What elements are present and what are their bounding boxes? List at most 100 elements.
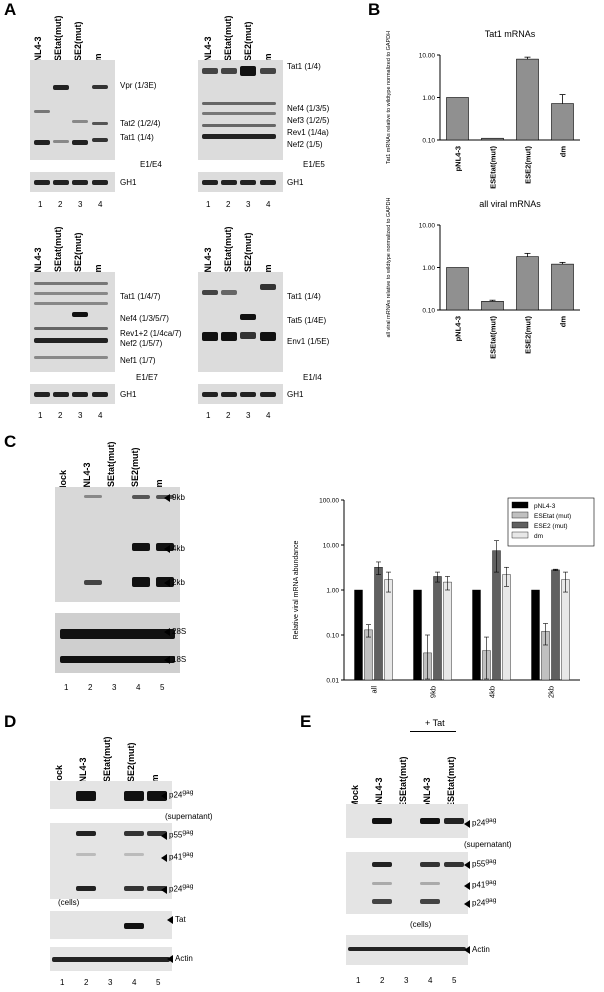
lane-number: 2 — [88, 683, 93, 692]
y-axis-label: all viral mRNAs relative to wildtype nor… — [386, 197, 392, 337]
x-tick-label: dm — [559, 316, 568, 328]
arrow-left-icon — [464, 945, 470, 954]
chart-tat1-mrnas: Tat1 mRNAs 0.10 1.00 10.00 Tat1 mRNAs relati… — [386, 29, 580, 189]
lane-number: 4 — [132, 978, 137, 987]
plus-tat-line — [410, 731, 456, 732]
arrow-left-icon — [161, 831, 167, 840]
bar — [374, 567, 383, 681]
arrow-left-icon — [164, 627, 170, 636]
size-marker-18s: 18S — [164, 655, 186, 664]
actin-label: Actin — [167, 954, 193, 963]
lane-number: 3 — [404, 976, 409, 985]
gel-image — [198, 272, 283, 372]
bar — [481, 301, 504, 311]
lane-number: 2 — [226, 411, 231, 420]
x-tick-label: ESE2(mut) — [524, 315, 533, 353]
lane-number: 2 — [58, 200, 63, 209]
p41-label: p41gag — [161, 851, 193, 862]
band-label: Nef4 (1/3/5/7) — [120, 314, 169, 323]
bar — [551, 103, 574, 141]
band-label: Tat1 (1/4/7) — [120, 292, 161, 301]
lane-number: 3 — [78, 411, 83, 420]
y-tick-label: 10.00 — [419, 223, 436, 230]
x-tick-label: pNL4-3 — [454, 316, 463, 341]
chart-all-viral-mrnas: all viral mRNAs 0.10 1.00 10.00 all viral mR… — [386, 197, 580, 359]
bar — [446, 267, 469, 311]
y-tick-label: 10.00 — [419, 53, 436, 60]
bar — [384, 579, 393, 681]
x-tick-label: ESEtat(mut) — [489, 316, 498, 359]
panel-letter-d: D — [4, 712, 17, 731]
y-axis-label: Relative viral mRNA abundance — [293, 540, 300, 639]
band-label: Nef2 (1/5) — [287, 140, 323, 149]
actin-blot-d — [50, 947, 172, 971]
gh1-label: GH1 — [287, 390, 304, 399]
lane-number: 5 — [160, 683, 165, 692]
bar — [443, 581, 452, 681]
legend-swatch — [511, 511, 529, 519]
band-label: Rev1 (1/4a) — [287, 128, 329, 137]
p55-label: p55gag — [464, 858, 496, 869]
bar — [446, 97, 469, 141]
primer-label: E1/I4 — [303, 373, 322, 382]
panel-letter-c: C — [4, 432, 17, 451]
lane-header: ESEtat(mut) — [446, 756, 456, 809]
bar — [433, 576, 442, 681]
lane-header: ESEtat(mut) — [398, 756, 408, 809]
blot-image — [55, 487, 180, 602]
band-label: Nef4 (1/3/5) — [287, 104, 330, 113]
panel-letter-a: A — [4, 0, 17, 19]
x-tick-label: pNL4-3 — [454, 146, 463, 171]
gh1-gel — [30, 172, 115, 192]
size-marker-4kb: 4kb — [164, 544, 185, 553]
p24-cells-label: p24gag — [464, 897, 496, 908]
supernatant-blot-e — [346, 804, 468, 838]
lane-number: 1 — [38, 200, 43, 209]
arrow-left-icon — [464, 819, 470, 828]
bar — [516, 58, 539, 141]
band-label: Vpr (1/3E) — [120, 81, 157, 90]
legend-label: pNL4-3 — [534, 503, 556, 510]
lane-number: 1 — [60, 978, 65, 987]
actin-label: Actin — [464, 945, 490, 954]
gh1-gel — [198, 172, 283, 192]
bar — [472, 589, 481, 681]
arrow-left-icon — [164, 578, 170, 587]
bar — [502, 574, 511, 681]
size-marker-2kb: 2kb — [164, 578, 185, 587]
lane-number: 2 — [84, 978, 89, 987]
x-tick-label: 2kb — [547, 686, 556, 698]
arrow-left-icon — [164, 655, 170, 664]
lane-number: 1 — [356, 976, 361, 985]
x-tick-label: 9kb — [429, 686, 438, 698]
p24-label: p24gag — [464, 817, 496, 828]
lane-number: 1 — [206, 411, 211, 420]
y-tick-label: 0.01 — [326, 678, 339, 685]
lane-number: 3 — [246, 411, 251, 420]
y-tick-label: 0.10 — [422, 308, 435, 315]
lane-number: 2 — [58, 411, 63, 420]
size-marker-28s: 28S — [164, 627, 186, 636]
lane-header: ESEtat(mut) — [223, 226, 233, 279]
arrow-left-icon — [167, 915, 173, 924]
primer-label: E1/E4 — [140, 160, 162, 169]
lane-number: 3 — [78, 200, 83, 209]
legend-label: dm — [534, 533, 543, 540]
x-tick-label: ESE2(mut) — [524, 145, 533, 183]
panel-letter-b: B — [368, 0, 381, 19]
gel-image — [30, 60, 115, 160]
arrow-left-icon — [161, 791, 167, 800]
gh1-gel — [198, 384, 283, 404]
chart-title: Tat1 mRNAs — [485, 29, 536, 39]
p24-label: p24gag — [161, 789, 193, 800]
tat-blot — [50, 911, 172, 939]
gh1-label: GH1 — [120, 390, 137, 399]
y-axis-label: Tat1 mRNAs relative to wildtype normaliz… — [386, 31, 392, 164]
band-label: Tat1 (1/4) — [287, 62, 321, 71]
primer-label: E1/E5 — [303, 160, 325, 169]
x-tick-label: dm — [559, 146, 568, 158]
x-tick-label: 4kb — [488, 686, 497, 698]
arrow-left-icon — [464, 881, 470, 890]
bar — [516, 256, 539, 311]
bar — [551, 569, 560, 681]
